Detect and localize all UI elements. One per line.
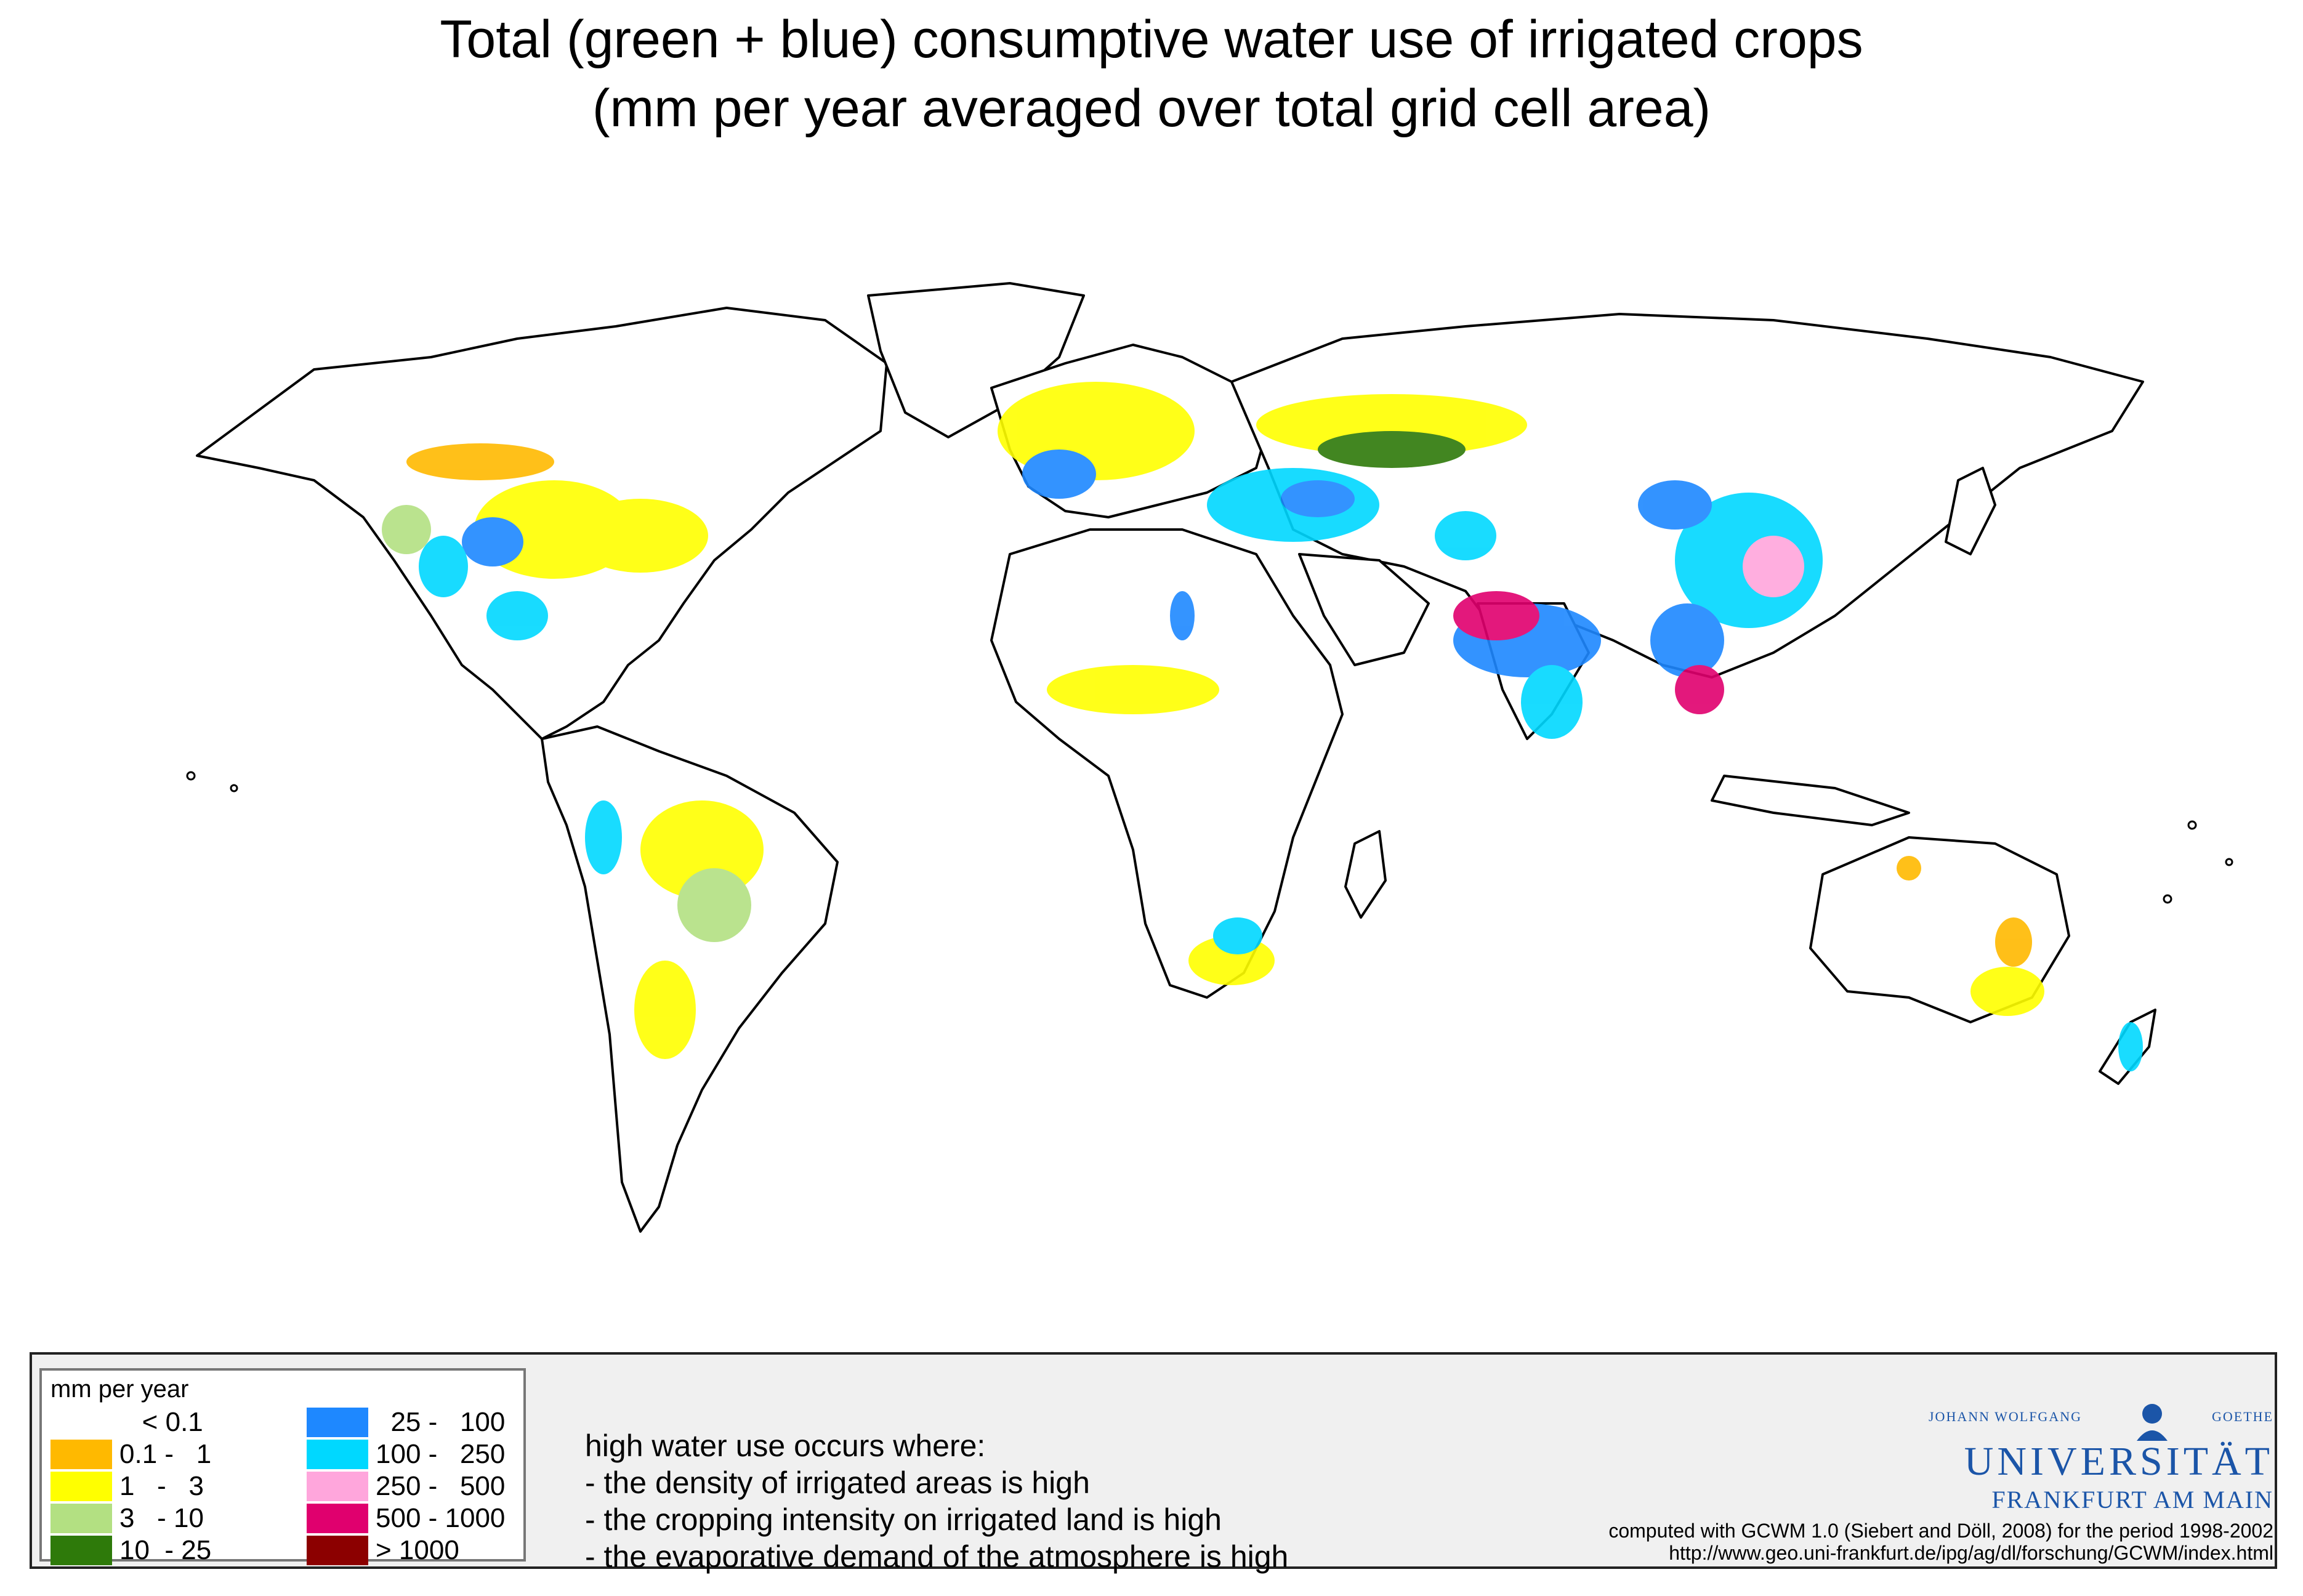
credit-line2: http://www.geo.uni-frankfurt.de/ipg/ag/d…: [1669, 1542, 2273, 1564]
landmass-africa: [990, 528, 1344, 999]
logo-small-right: GOETHE: [2212, 1409, 2273, 1424]
landmass-madagascar: [1344, 830, 1387, 919]
logo-university-name: UNIVERSITÄT: [1964, 1439, 2273, 1484]
legend-swatch: [307, 1440, 368, 1469]
legend-label: 10 - 25: [119, 1535, 212, 1565]
map-title-line1: Total (green + blue) consumptive water u…: [440, 10, 1863, 69]
legend-swatch: [50, 1504, 112, 1533]
legend-label: 25 - 100: [376, 1407, 506, 1437]
note-line: - the evaporative demand of the atmosphe…: [585, 1539, 1289, 1574]
small-islands: [186, 771, 2233, 904]
university-logo-top: JOHANN WOLFGANG GOETHE: [1929, 1398, 2273, 1441]
legend-label: 0.1 - 1: [119, 1439, 212, 1469]
note-line: - the density of irrigated areas is high: [585, 1465, 1090, 1500]
legend-label: 250 - 500: [376, 1471, 506, 1501]
legend-label: > 1000: [376, 1535, 459, 1565]
legend-swatch: [307, 1536, 368, 1565]
legend-label: 500 - 1000: [376, 1503, 506, 1533]
legend-swatch: [50, 1440, 112, 1469]
legend-swatch: [307, 1472, 368, 1501]
note-line: - the cropping intensity on irrigated la…: [585, 1502, 1222, 1537]
map-title-line2: (mm per year averaged over total grid ce…: [592, 79, 1711, 138]
landmass-arabia: [1298, 553, 1430, 666]
irrigation-patches: [382, 382, 2143, 1071]
logo-small-left: JOHANN WOLFGANG: [1929, 1409, 2082, 1424]
legend-label: 100 - 250: [376, 1439, 506, 1469]
legend-swatch: [307, 1504, 368, 1533]
legend-swatch: [50, 1472, 112, 1501]
legend-swatch: [50, 1536, 112, 1565]
note-line: high water use occurs where:: [585, 1429, 986, 1463]
goethe-portrait-icon: [2137, 1404, 2168, 1441]
legend-label: < 0.1: [119, 1407, 203, 1437]
credit-line1: computed with GCWM 1.0 (Siebert and Döll…: [1608, 1520, 2273, 1542]
legend-title: mm per year: [50, 1376, 189, 1403]
landmass-japan: [1945, 467, 1996, 555]
legend-swatch: [307, 1408, 368, 1437]
legend-label: 3 - 10: [119, 1503, 204, 1533]
logo-city: FRANKFURT AM MAIN: [1991, 1486, 2273, 1513]
legend-label: 1 - 3: [119, 1471, 204, 1501]
legend-swatch: [50, 1408, 112, 1437]
world-map: [186, 282, 2233, 1233]
landmass-indonesia: [1711, 775, 1910, 826]
